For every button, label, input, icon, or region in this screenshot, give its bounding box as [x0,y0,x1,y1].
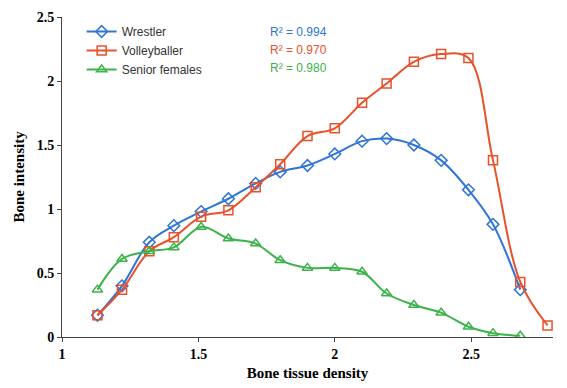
svg-text:2.5: 2.5 [37,10,55,25]
svg-text:2: 2 [47,74,54,89]
svg-text:1.5: 1.5 [190,347,208,362]
svg-text:Senior females: Senior females [122,63,202,77]
svg-text:Volleyballer: Volleyballer [122,44,183,58]
svg-text:Bone intensity: Bone intensity [11,131,27,223]
svg-text:1: 1 [59,347,66,362]
svg-text:1: 1 [47,202,54,217]
svg-text:R² = 0.970: R² = 0.970 [270,43,327,57]
svg-text:1.5: 1.5 [37,138,55,153]
svg-text:0: 0 [47,330,54,345]
svg-text:R² = 0.980: R² = 0.980 [270,61,327,75]
svg-text:Bone tissue density: Bone tissue density [247,365,369,381]
svg-text:R² = 0.994: R² = 0.994 [270,25,327,39]
svg-text:2: 2 [331,347,338,362]
svg-text:0.5: 0.5 [37,266,55,281]
svg-text:Wrestler: Wrestler [122,25,166,39]
svg-text:2.5: 2.5 [462,347,480,362]
